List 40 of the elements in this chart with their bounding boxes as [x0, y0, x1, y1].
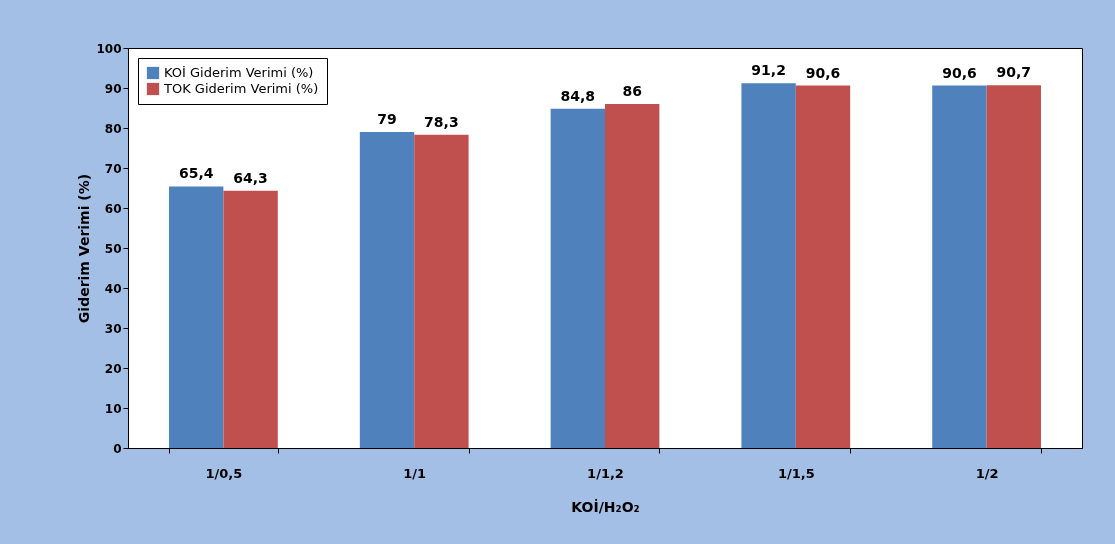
x-tick-label: 1/1,5 — [777, 465, 815, 481]
data-label: 84,8 — [560, 87, 596, 104]
data-label: 91,2 — [751, 62, 786, 79]
x-tick-label: 1/1,2 — [587, 465, 624, 481]
bar — [223, 190, 278, 448]
bar — [795, 85, 851, 448]
y-axis-title: Giderim Verimi (%) — [76, 173, 93, 324]
data-label: 90,6 — [805, 64, 841, 81]
y-tick-label: 60 — [104, 201, 122, 216]
data-label: 90,7 — [996, 64, 1032, 81]
bar — [550, 108, 605, 448]
bar — [414, 134, 469, 448]
data-label: 90,6 — [942, 64, 977, 81]
x-tick-label: 1/2 — [975, 465, 999, 481]
x-tick-label: 1/1 — [403, 465, 427, 481]
bar — [359, 132, 415, 448]
x-axis-title: KOİ/H₂O₂ — [571, 498, 640, 515]
y-tick-label: 20 — [104, 361, 122, 376]
y-tick-label: 80 — [104, 121, 122, 136]
data-label: 79 — [377, 111, 397, 127]
bar — [169, 186, 224, 448]
y-tick-label: 100 — [96, 41, 122, 56]
bar — [986, 85, 1041, 448]
x-tick-label: 1/0,5 — [205, 465, 243, 481]
y-tick-label: 70 — [104, 161, 122, 176]
bar — [932, 85, 987, 448]
y-tick-label: 50 — [104, 241, 122, 256]
legend-label: TOK Giderim Verimi (%) — [163, 81, 319, 96]
data-label: 64,3 — [233, 169, 268, 186]
data-label: 86 — [622, 83, 642, 99]
y-tick-label: 10 — [104, 401, 122, 416]
y-tick-label: 0 — [113, 441, 122, 456]
data-label: 78,3 — [424, 113, 459, 130]
y-tick-label: 30 — [104, 321, 122, 336]
legend-label: KOİ Giderim Verimi (%) — [164, 65, 314, 80]
y-tick-label: 90 — [104, 81, 122, 96]
data-label: 65,4 — [178, 165, 214, 182]
bar — [741, 83, 796, 448]
bar — [605, 104, 660, 448]
y-tick-label: 40 — [104, 281, 122, 296]
